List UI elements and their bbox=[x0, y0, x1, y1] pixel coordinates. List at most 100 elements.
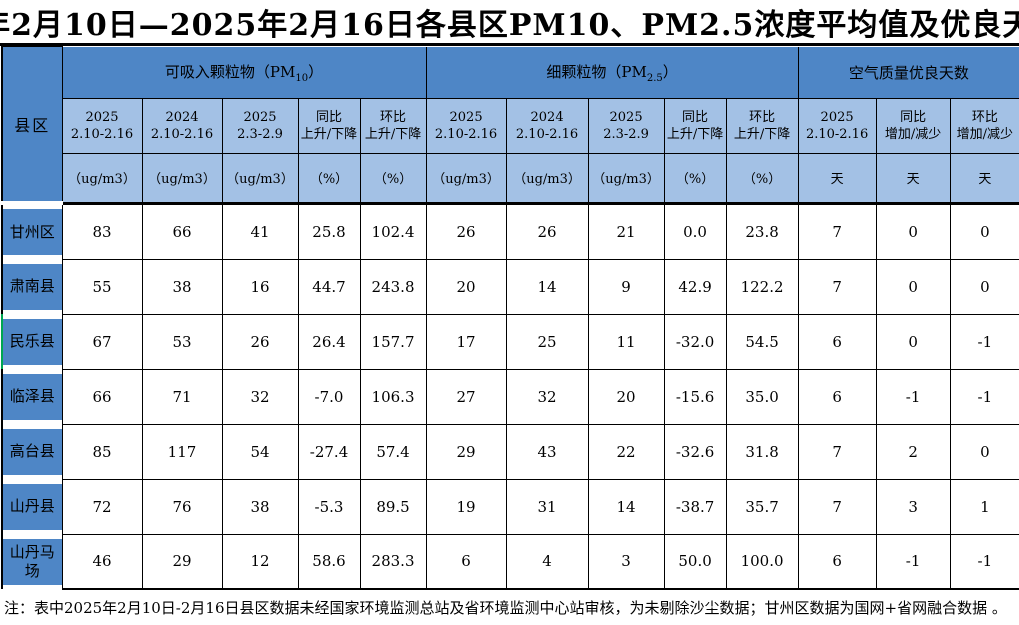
data-cell: 71 bbox=[141, 368, 223, 425]
data-cell: -1 bbox=[949, 533, 1019, 590]
row-label: 临泽县 bbox=[1, 369, 63, 424]
unit-cell: （ug/m3） bbox=[141, 152, 223, 205]
col-header-days-yoy: 同比 增加/减少 bbox=[875, 97, 951, 154]
data-cell: 20 bbox=[425, 258, 507, 315]
data-cell: 32 bbox=[221, 368, 299, 425]
row-label-box: 临泽县 bbox=[4, 373, 61, 420]
data-cell: -15.6 bbox=[663, 368, 727, 425]
data-cell: -32.0 bbox=[663, 313, 727, 370]
data-cell: -27.4 bbox=[297, 423, 361, 480]
units-header-row: （ug/m3） （ug/m3） （ug/m3） （%） （%） （ug/m3） … bbox=[2, 152, 1019, 205]
data-cell: 26 bbox=[505, 202, 589, 260]
unit-cell: （%） bbox=[663, 152, 727, 205]
data-cell: 1 bbox=[949, 478, 1019, 535]
row-label-box: 甘州区 bbox=[4, 209, 61, 255]
header-line2: 2.3-2.9 bbox=[603, 126, 649, 142]
data-cell: 0 bbox=[875, 313, 951, 370]
header-line1: 2025 bbox=[85, 109, 119, 125]
col-header-days-2025-current: 2025 2.10-2.16 bbox=[797, 97, 877, 154]
row-label: 民乐县 bbox=[1, 314, 63, 369]
data-cell: 14 bbox=[587, 478, 665, 535]
page-title: 2025年2月10日—2025年2月16日各县区PM10、PM2.5浓度平均值及… bbox=[0, 0, 1019, 46]
col-header-pm10-yoy: 同比 上升/下降 bbox=[297, 97, 361, 154]
header-line2: 上升/下降 bbox=[300, 126, 358, 142]
data-cell: 85 bbox=[61, 423, 143, 480]
header-line2: 2.10-2.16 bbox=[70, 126, 134, 142]
county-name: 临泽县 bbox=[9, 387, 55, 405]
data-cell: 72 bbox=[61, 478, 143, 535]
footnote: 注：表中2025年2月10日-2月16日县区数据未经国家环境监测总站及省环境监测… bbox=[4, 599, 1007, 617]
unit-cell: （%） bbox=[359, 152, 427, 205]
data-cell: 55 bbox=[61, 258, 143, 315]
col-header-pm10-2024-same-period: 2024 2.10-2.16 bbox=[141, 97, 223, 154]
data-cell: 3 bbox=[875, 478, 951, 535]
data-cell: 89.5 bbox=[359, 478, 427, 535]
header-line1: 环比 bbox=[971, 109, 998, 125]
group-header-row: 县区 可吸入颗粒物（PM10） 细颗粒物（PM2.5） 空气质量优良天数 bbox=[1, 46, 1019, 205]
data-cell: 26 bbox=[221, 313, 299, 370]
group-header-pm25: 细颗粒物（PM2.5） bbox=[425, 46, 799, 99]
table-row-minle: 民乐县 67 53 26 26.4 157.7 17 25 11 -32.0 5… bbox=[1, 313, 1019, 370]
data-cell: 12 bbox=[221, 533, 299, 590]
data-cell: 50.0 bbox=[663, 533, 727, 590]
data-cell: 19 bbox=[425, 478, 507, 535]
header-line1: 2025 bbox=[243, 109, 277, 125]
data-cell: 21 bbox=[587, 202, 665, 260]
data-cell: 243.8 bbox=[359, 258, 427, 315]
unit-cell: （%） bbox=[297, 152, 361, 205]
data-cell: 54 bbox=[221, 423, 299, 480]
county-name: 山丹马场 bbox=[9, 542, 55, 580]
data-cell: 53 bbox=[141, 313, 223, 370]
data-cell: 42.9 bbox=[663, 258, 727, 315]
data-cell: 67 bbox=[61, 313, 143, 370]
data-cell: 0.0 bbox=[663, 202, 727, 260]
data-cell: 0 bbox=[875, 258, 951, 315]
group-label-prefix: 细颗粒物（PM bbox=[546, 62, 647, 81]
data-cell: 25.8 bbox=[297, 202, 361, 260]
data-cell: 38 bbox=[141, 258, 223, 315]
header-line2: 2.3-2.9 bbox=[237, 126, 283, 142]
col-header-days-wow: 环比 增加/减少 bbox=[949, 97, 1019, 154]
group-label-prefix: 可吸入颗粒物（PM bbox=[164, 62, 296, 81]
data-cell: 76 bbox=[141, 478, 223, 535]
data-cell: 20 bbox=[587, 368, 665, 425]
data-cell: 29 bbox=[425, 423, 507, 480]
group-label-suffix: ） bbox=[308, 62, 324, 81]
data-cell: 66 bbox=[141, 202, 223, 260]
unit-cell: 天 bbox=[875, 152, 951, 205]
header-line1: 2024 bbox=[530, 109, 564, 125]
data-cell: 23.8 bbox=[725, 202, 799, 260]
data-cell: 14 bbox=[505, 258, 589, 315]
col-header-pm25-2025-prev-week: 2025 2.3-2.9 bbox=[587, 97, 665, 154]
data-cell: 35.0 bbox=[725, 368, 799, 425]
data-cell: 46 bbox=[61, 533, 143, 590]
data-cell: -32.6 bbox=[663, 423, 727, 480]
data-cell: 66 bbox=[61, 368, 143, 425]
unit-cell: （ug/m3） bbox=[587, 152, 665, 205]
data-cell: 6 bbox=[797, 313, 877, 370]
data-cell: 106.3 bbox=[359, 368, 427, 425]
table-row-shandan-machang: 山丹马场 46 29 12 58.6 283.3 6 4 3 50.0 100.… bbox=[1, 533, 1019, 590]
data-cell: 31 bbox=[505, 478, 589, 535]
data-cell: 6 bbox=[797, 368, 877, 425]
data-cell: 58.6 bbox=[297, 533, 361, 590]
group-label-subscript: 2.5 bbox=[646, 72, 663, 84]
data-cell: 27 bbox=[425, 368, 507, 425]
unit-cell: （ug/m3） bbox=[505, 152, 589, 205]
header-line1: 环比 bbox=[749, 109, 776, 125]
header-line1: 2025 bbox=[609, 109, 643, 125]
data-cell: 25 bbox=[505, 313, 589, 370]
table-row-linze: 临泽县 66 71 32 -7.0 106.3 27 32 20 -15.6 3… bbox=[1, 368, 1019, 425]
group-label-suffix: ） bbox=[662, 62, 678, 81]
header-line2: 上升/下降 bbox=[364, 126, 422, 142]
header-line1: 2025 bbox=[449, 109, 483, 125]
data-cell: -1 bbox=[875, 368, 951, 425]
group-label-prefix: 空气质量优良天数 bbox=[848, 63, 969, 82]
data-cell: 26.4 bbox=[297, 313, 361, 370]
data-cell: 0 bbox=[949, 258, 1019, 315]
group-header-pm10: 可吸入颗粒物（PM10） bbox=[61, 46, 427, 99]
header-line1: 2025 bbox=[820, 109, 854, 125]
data-cell: 102.4 bbox=[359, 202, 427, 260]
unit-cell: （ug/m3） bbox=[221, 152, 299, 205]
